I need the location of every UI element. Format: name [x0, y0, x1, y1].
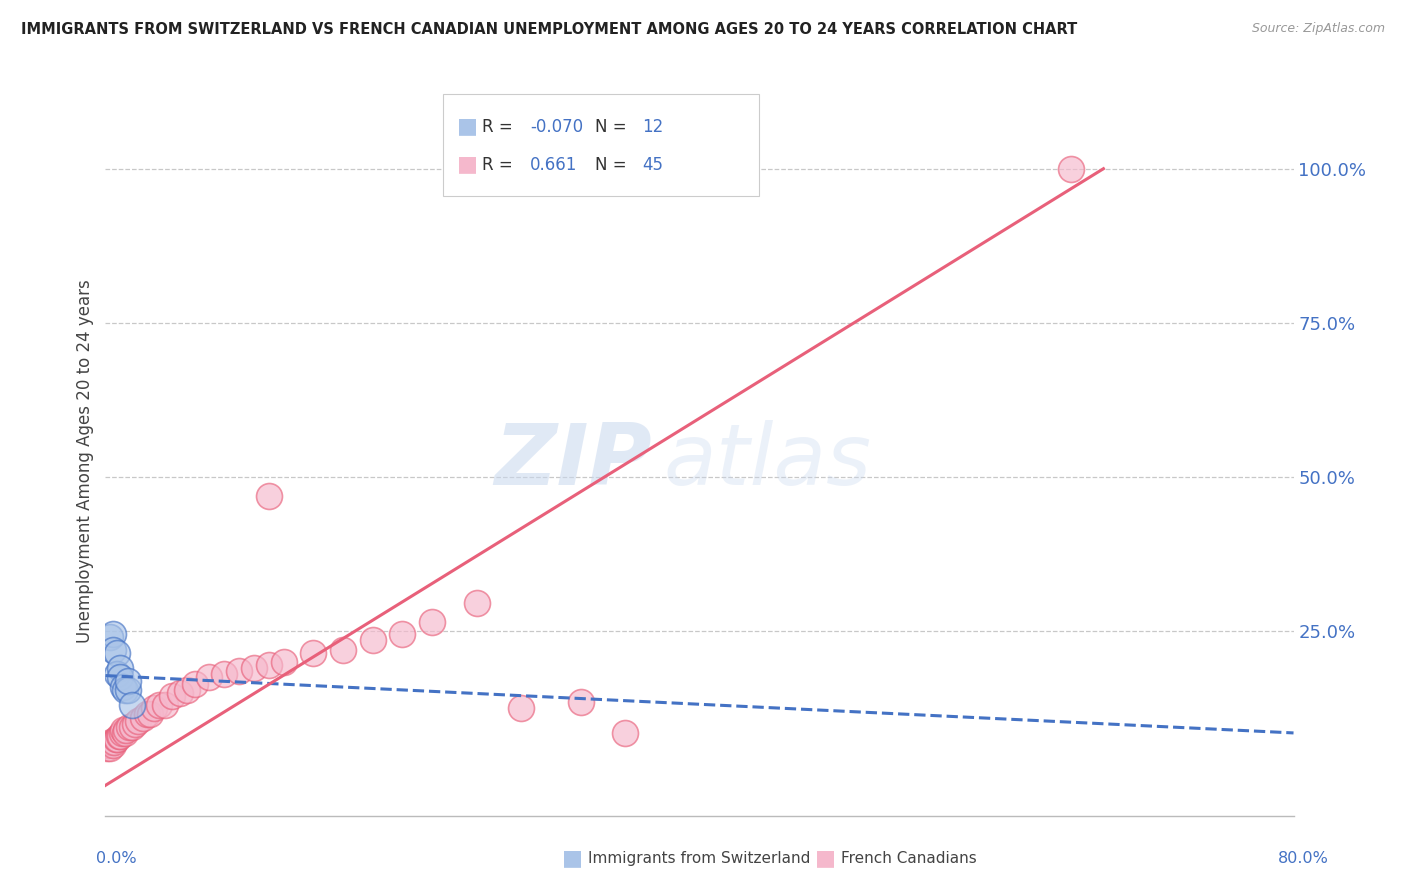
- Point: [115, 723, 138, 737]
- Point: [101, 627, 124, 641]
- Point: [214, 667, 236, 681]
- Point: [465, 597, 488, 611]
- Point: [121, 698, 143, 713]
- Point: [104, 732, 127, 747]
- Text: IMMIGRANTS FROM SWITZERLAND VS FRENCH CANADIAN UNEMPLOYMENT AMONG AGES 20 TO 24 : IMMIGRANTS FROM SWITZERLAND VS FRENCH CA…: [21, 22, 1077, 37]
- Text: 0.661: 0.661: [530, 156, 578, 174]
- Text: -0.070: -0.070: [530, 118, 583, 136]
- Point: [176, 682, 198, 697]
- Text: 12: 12: [643, 118, 664, 136]
- Text: French Canadians: French Canadians: [841, 851, 977, 865]
- Text: 0.0%: 0.0%: [96, 851, 136, 865]
- Text: 45: 45: [643, 156, 664, 174]
- Point: [162, 689, 184, 703]
- Point: [153, 698, 176, 713]
- Point: [569, 695, 592, 709]
- Y-axis label: Unemployment Among Ages 20 to 24 years: Unemployment Among Ages 20 to 24 years: [76, 280, 94, 643]
- Point: [110, 661, 132, 675]
- Text: ■: ■: [562, 848, 583, 868]
- Text: 80.0%: 80.0%: [1278, 851, 1329, 865]
- Point: [228, 665, 250, 679]
- Point: [110, 670, 132, 684]
- Point: [420, 615, 443, 629]
- Point: [136, 707, 159, 722]
- Point: [198, 670, 221, 684]
- Point: [273, 655, 295, 669]
- Text: atlas: atlas: [664, 420, 872, 503]
- Point: [257, 658, 280, 673]
- Point: [110, 729, 132, 743]
- Text: ■: ■: [815, 848, 837, 868]
- Point: [332, 642, 354, 657]
- Point: [117, 673, 139, 688]
- Text: R =: R =: [482, 156, 519, 174]
- Point: [243, 661, 266, 675]
- Point: [97, 739, 120, 753]
- Point: [183, 676, 205, 690]
- Point: [169, 686, 191, 700]
- Point: [127, 714, 149, 728]
- Point: [114, 726, 136, 740]
- Point: [117, 682, 139, 697]
- Point: [121, 720, 143, 734]
- Text: N =: N =: [595, 118, 631, 136]
- Point: [1060, 161, 1083, 176]
- Point: [148, 698, 170, 713]
- Point: [257, 489, 280, 503]
- Point: [100, 735, 122, 749]
- Point: [510, 701, 533, 715]
- Point: [98, 631, 121, 645]
- Point: [118, 720, 141, 734]
- Text: ■: ■: [457, 154, 478, 174]
- Point: [112, 723, 135, 737]
- Point: [98, 741, 121, 756]
- Point: [96, 741, 118, 756]
- Point: [108, 729, 131, 743]
- Point: [302, 646, 325, 660]
- Point: [143, 701, 166, 715]
- Point: [361, 633, 384, 648]
- Point: [114, 682, 136, 697]
- Point: [101, 739, 124, 753]
- Text: Source: ZipAtlas.com: Source: ZipAtlas.com: [1251, 22, 1385, 36]
- Text: ■: ■: [457, 116, 478, 136]
- Point: [105, 646, 128, 660]
- Point: [131, 710, 153, 724]
- Text: ZIP: ZIP: [495, 420, 652, 503]
- Point: [111, 726, 134, 740]
- Point: [124, 716, 146, 731]
- Text: R =: R =: [482, 118, 519, 136]
- Text: N =: N =: [595, 156, 631, 174]
- Point: [614, 726, 637, 740]
- Point: [391, 627, 413, 641]
- Point: [112, 680, 135, 694]
- Point: [105, 667, 128, 681]
- Point: [103, 735, 125, 749]
- Point: [105, 732, 128, 747]
- Point: [139, 707, 162, 722]
- Point: [101, 642, 124, 657]
- Text: Immigrants from Switzerland: Immigrants from Switzerland: [588, 851, 810, 865]
